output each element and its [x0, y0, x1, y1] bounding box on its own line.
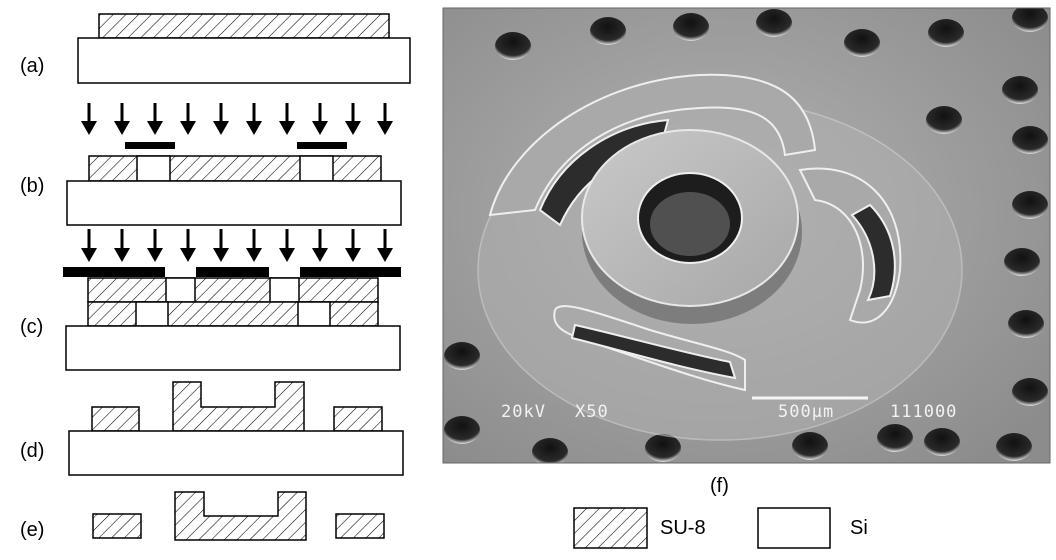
etch-hole: [996, 433, 1032, 461]
legend-swatch-si: [757, 507, 831, 549]
sem-image-number: 111000: [890, 402, 957, 422]
legend-label-si: Si: [850, 517, 868, 539]
spring-arm: [488, 73, 817, 217]
etch-hole: [645, 434, 681, 462]
etch-hole: [877, 424, 913, 452]
down-arrow-icon: [213, 121, 229, 135]
down-arrow-icon: [246, 121, 262, 135]
released-su8-anchor: [335, 513, 385, 539]
step-e: (e): [20, 491, 385, 541]
etch-hole: [444, 416, 480, 444]
down-arrow-icon: [312, 248, 328, 262]
step-c: (c): [20, 229, 401, 371]
photomask-bar: [63, 267, 165, 277]
ring-aperture-floor: [650, 192, 730, 256]
step-a: (a): [20, 13, 411, 84]
exposure-arrows: [81, 103, 393, 135]
sem-scale-bar-label: 500µm: [778, 402, 834, 422]
su8-anchor: [333, 406, 383, 432]
sem-panel-label: (f): [710, 475, 729, 497]
etch-hole: [1002, 76, 1038, 104]
etch-hole: [792, 432, 828, 460]
unexposed-su8: [297, 301, 331, 327]
down-arrow-icon: [345, 121, 361, 135]
etch-hole: [1012, 191, 1048, 219]
si-substrate: [65, 325, 401, 371]
unexposed-su8: [299, 155, 334, 182]
unexposed-su8: [136, 155, 171, 182]
spring-arms: [488, 73, 902, 392]
sem-voltage: 20kV: [501, 402, 546, 422]
down-arrow-icon: [180, 121, 196, 135]
down-arrow-icon: [81, 248, 97, 262]
sem-magnification: X50: [575, 402, 609, 422]
down-arrow-icon: [81, 121, 97, 135]
legend-label-su8: SU-8: [660, 517, 706, 539]
down-arrow-icon: [345, 248, 361, 262]
etch-hole: [756, 9, 792, 37]
step-b-label: (b): [20, 175, 44, 197]
su8-upper-layer: [87, 277, 379, 303]
step-d: (d): [20, 381, 404, 476]
exposure-arrows: [81, 229, 393, 262]
spring-slot: [570, 323, 737, 380]
si-substrate: [68, 430, 404, 476]
su8-layer: [98, 13, 390, 39]
down-arrow-icon: [312, 121, 328, 135]
unexposed-su8: [269, 277, 300, 303]
down-arrow-icon: [114, 121, 130, 135]
released-su8-anchor: [92, 513, 142, 539]
etch-hole: [1012, 126, 1048, 154]
su8-ring-structure: [172, 381, 305, 432]
etch-hole: [673, 13, 709, 41]
etch-hole: [1004, 248, 1040, 276]
step-b: (b): [20, 103, 402, 226]
sem-frame: [442, 7, 1051, 464]
legend: SU-8 Si: [573, 507, 868, 549]
etch-hole: [844, 29, 880, 57]
etch-hole: [924, 428, 960, 456]
photomask-bar: [125, 142, 175, 149]
down-arrow-icon: [213, 248, 229, 262]
step-c-label: (c): [20, 316, 43, 338]
etch-hole: [444, 342, 480, 370]
etch-hole: [1012, 8, 1048, 32]
etch-hole: [532, 438, 568, 463]
down-arrow-icon: [147, 121, 163, 135]
etch-hole: [495, 32, 531, 60]
legend-swatch-su8: [573, 507, 648, 549]
step-a-label: (a): [20, 55, 44, 77]
unexposed-su8: [165, 277, 196, 303]
etch-holes: [444, 8, 1048, 463]
down-arrow-icon: [279, 248, 295, 262]
down-arrow-icon: [279, 121, 295, 135]
photomask-bar: [300, 267, 401, 277]
su8-lower-layer: [87, 301, 379, 327]
photomask-bar: [297, 142, 347, 149]
down-arrow-icon: [147, 248, 163, 262]
step-d-label: (d): [20, 440, 44, 462]
down-arrow-icon: [246, 248, 262, 262]
down-arrow-icon: [114, 248, 130, 262]
down-arrow-icon: [377, 121, 393, 135]
spring-slot: [850, 203, 896, 302]
etch-hole: [590, 17, 626, 45]
unexposed-su8: [135, 301, 169, 327]
si-substrate: [66, 180, 402, 226]
down-arrow-icon: [377, 248, 393, 262]
step-e-label: (e): [20, 519, 44, 541]
etch-hole: [1008, 310, 1044, 338]
si-substrate: [77, 37, 411, 84]
down-arrow-icon: [180, 248, 196, 262]
etch-hole: [1012, 378, 1048, 406]
etch-hole: [926, 106, 962, 134]
su8-anchor: [91, 406, 140, 432]
sem-image: 20kV X50 500µm 111000: [443, 8, 1050, 463]
etch-hole: [928, 19, 964, 47]
photomask-bar: [196, 267, 269, 277]
su8-layer: [88, 155, 382, 182]
released-su8-ring: [174, 491, 307, 541]
